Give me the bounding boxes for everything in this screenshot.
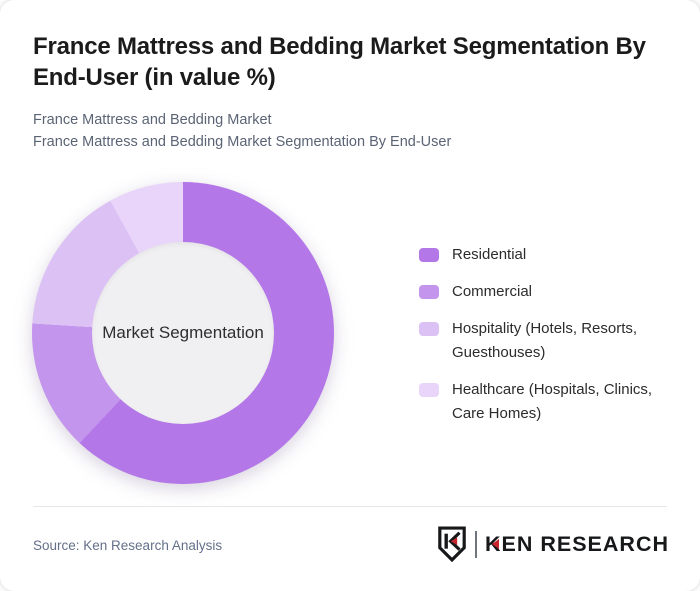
donut-hole: Market Segmentation (92, 242, 274, 424)
legend-item-hospitality: Hospitality (Hotels, Resorts, Guesthouse… (419, 317, 681, 365)
legend-item-residential: Residential (419, 243, 681, 267)
subtitle-line-2: France Mattress and Bedding Market Segme… (33, 133, 452, 150)
page-title: France Mattress and Bedding Market Segme… (33, 31, 670, 93)
legend-label-healthcare: Healthcare (Hospitals, Clinics, Care Hom… (452, 381, 653, 422)
donut-center-label: Market Segmentation (102, 323, 264, 342)
legend-item-commercial: Commercial (419, 280, 681, 304)
logo-wordmark-rest: EN RESEARCH (501, 531, 669, 556)
source-note: Source: Ken Research Analysis (33, 538, 223, 553)
ken-research-logo: K EN RESEARCH (437, 526, 669, 562)
legend-swatch-hospitality (419, 322, 439, 336)
footer-divider (33, 506, 667, 507)
legend-swatch-commercial (419, 285, 439, 299)
legend-label-commercial: Commercial (452, 283, 533, 300)
legend-label-hospitality: Hospitality (Hotels, Resorts, Guesthouse… (452, 320, 638, 361)
legend-swatch-healthcare (419, 383, 439, 397)
shield-k-icon (438, 526, 466, 562)
donut-chart: Market Segmentation (32, 182, 334, 484)
subtitle: France Mattress and Bedding Market Franc… (33, 110, 670, 153)
title-line-2: End-User (in value %) (33, 64, 276, 91)
logo-letter-k: K (484, 531, 502, 556)
red-triangle-icon (491, 538, 499, 549)
legend-swatch-residential (419, 248, 439, 262)
chart-legend: Residential Commercial Hospitality (Hote… (419, 243, 681, 426)
legend-item-healthcare: Healthcare (Hospitals, Clinics, Care Hom… (419, 378, 681, 426)
logo-wordmark: K EN RESEARCH (485, 532, 669, 557)
logo-divider-bar (474, 530, 477, 558)
subtitle-line-1: France Mattress and Bedding Market (33, 112, 272, 128)
title-line-1: France Mattress and Bedding Market Segme… (33, 33, 646, 60)
legend-label-residential: Residential (452, 246, 527, 263)
